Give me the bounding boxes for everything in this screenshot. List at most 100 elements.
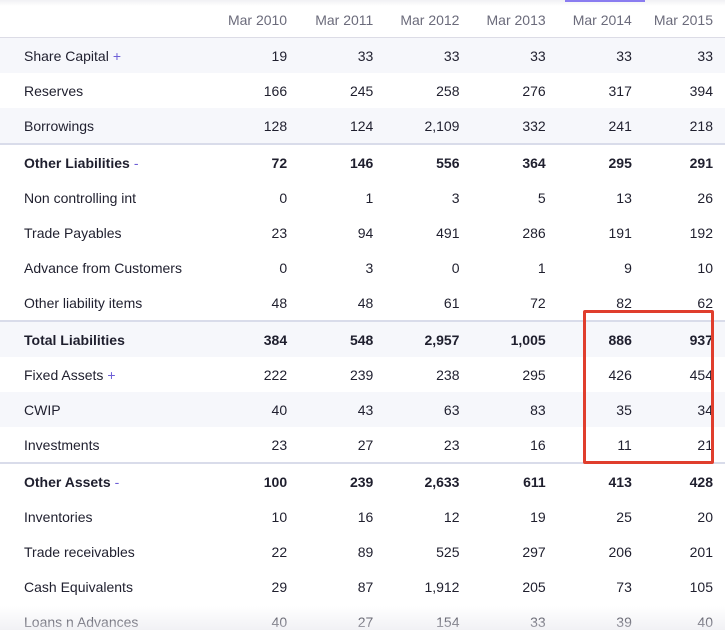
expand-toggle[interactable]: + bbox=[107, 366, 116, 383]
cell-value: 364 bbox=[471, 143, 558, 180]
row-label: Investments bbox=[24, 436, 100, 453]
cell-value: 276 bbox=[522, 82, 546, 99]
table-row-other-liability-items: Other liability items 48 48 61 72 82 62 bbox=[0, 285, 725, 321]
cell-value: 48 bbox=[357, 294, 374, 311]
cell-value: 9 bbox=[624, 259, 632, 276]
cell-value: 426 bbox=[608, 366, 632, 383]
row-label: CWIP bbox=[0, 392, 213, 427]
column-header[interactable]: Mar 2011 bbox=[299, 2, 386, 38]
cell-value: 19 bbox=[530, 508, 546, 525]
cell-value: 1 bbox=[365, 189, 374, 206]
cell-value: 33 bbox=[643, 37, 725, 73]
cell-value: 12 bbox=[443, 508, 460, 525]
row-label: Reserves bbox=[24, 82, 84, 99]
cell-value: 11 bbox=[617, 436, 632, 453]
table-row-share-capital: Share Capital + 19 33 33 33 33 33 bbox=[0, 37, 725, 73]
row-label-text: Other Liabilities bbox=[24, 154, 130, 171]
cell-value: 154 bbox=[436, 613, 460, 630]
active-column-indicator bbox=[565, 0, 645, 2]
cell-value: 206 bbox=[608, 543, 632, 560]
table-row-fixed-assets: Fixed Assets + 222 239 238 295 426 454 bbox=[0, 357, 725, 392]
cell-value: 394 bbox=[689, 82, 713, 99]
cell-value: 10 bbox=[271, 508, 288, 525]
column-header[interactable]: Mar 2012 bbox=[385, 2, 472, 38]
cell-value: 2,957 bbox=[385, 320, 472, 357]
cell-value: 87 bbox=[357, 578, 374, 595]
cell-value: 413 bbox=[557, 462, 644, 499]
table-row-borrowings: Borrowings 128 124 2,109 332 241 218 bbox=[0, 108, 725, 144]
cell-value: 33 bbox=[557, 37, 644, 73]
cell-value: 201 bbox=[689, 543, 713, 560]
cell-value: 23 bbox=[271, 224, 288, 241]
cell-value: 611 bbox=[471, 462, 558, 499]
cell-value: 297 bbox=[522, 543, 546, 560]
row-label: Other liability items bbox=[24, 294, 143, 311]
expand-toggle[interactable]: + bbox=[112, 47, 122, 64]
table-row-trade-receivables: Trade receivables 22 89 525 297 206 201 bbox=[0, 534, 725, 569]
cell-value: 33 bbox=[530, 613, 546, 630]
cell-value: 72 bbox=[212, 143, 300, 180]
cell-value: 73 bbox=[616, 578, 632, 595]
cell-value: 128 bbox=[212, 108, 300, 144]
cell-value: 40 bbox=[212, 392, 300, 427]
row-label: Cash Equivalents bbox=[24, 578, 133, 595]
cell-value: 238 bbox=[436, 366, 460, 383]
collapse-toggle[interactable]: - bbox=[133, 154, 139, 171]
cell-value: 105 bbox=[689, 578, 713, 595]
table-row-cash-equivalents: Cash Equivalents 29 87 1,912 205 73 105 bbox=[0, 569, 725, 604]
cell-value: 295 bbox=[557, 143, 644, 180]
cell-value: 40 bbox=[697, 613, 713, 630]
table-row-non-controlling-int: Non controlling int 0 1 3 5 13 26 bbox=[0, 180, 725, 215]
cell-value: 1,912 bbox=[424, 578, 460, 595]
collapse-toggle[interactable]: - bbox=[114, 473, 120, 490]
cell-value: 89 bbox=[357, 543, 374, 560]
cell-value: 63 bbox=[385, 392, 472, 427]
row-label: Non controlling int bbox=[24, 189, 137, 206]
cell-value: 5 bbox=[537, 189, 546, 206]
cell-value: 72 bbox=[530, 294, 546, 311]
cell-value: 291 bbox=[643, 143, 725, 180]
cell-value: 29 bbox=[271, 578, 288, 595]
cell-value: 258 bbox=[436, 82, 460, 99]
cell-value: 491 bbox=[436, 224, 460, 241]
cell-value: 20 bbox=[697, 508, 713, 525]
table-row-other-assets: Other Assets - 100 239 2,633 611 413 428 bbox=[0, 462, 725, 499]
cell-value: 16 bbox=[530, 436, 546, 453]
cell-value: 94 bbox=[357, 224, 374, 241]
column-header[interactable]: Mar 2013 bbox=[471, 2, 558, 38]
cell-value: 146 bbox=[299, 143, 386, 180]
row-label-text: Other Assets bbox=[24, 473, 111, 490]
row-label[interactable]: Other Assets - bbox=[0, 462, 213, 499]
cell-value: 3 bbox=[451, 189, 460, 206]
cell-value: 241 bbox=[557, 108, 644, 144]
row-label[interactable]: Share Capital + bbox=[0, 37, 213, 73]
table-row-cwip: CWIP 40 43 63 83 35 34 bbox=[0, 392, 725, 427]
header-label-cell bbox=[0, 2, 213, 38]
cell-value: 33 bbox=[385, 37, 472, 73]
table-row-loans-n-advances: Loans n Advances 40 27 154 33 39 40 bbox=[0, 604, 725, 639]
row-label: Trade Payables bbox=[24, 224, 122, 241]
cell-value: 43 bbox=[299, 392, 386, 427]
cell-value: 21 bbox=[697, 436, 713, 453]
column-header[interactable]: Mar 2014 bbox=[557, 2, 644, 38]
cell-value: 23 bbox=[443, 436, 460, 453]
cell-value: 286 bbox=[522, 224, 546, 241]
table-row-advance-from-customers: Advance from Customers 0 3 0 1 9 10 bbox=[0, 250, 725, 285]
cell-value: 48 bbox=[271, 294, 288, 311]
row-label[interactable]: Other Liabilities - bbox=[0, 143, 213, 180]
cell-value: 192 bbox=[689, 224, 713, 241]
cell-value: 27 bbox=[357, 436, 374, 453]
cell-value: 548 bbox=[299, 320, 386, 357]
table-row-other-liabilities: Other Liabilities - 72 146 556 364 295 29… bbox=[0, 143, 725, 180]
column-header[interactable]: Mar 2010 bbox=[212, 2, 300, 38]
cell-value: 525 bbox=[436, 543, 460, 560]
column-header[interactable]: Mar 2015 bbox=[643, 2, 725, 38]
cell-value: 23 bbox=[271, 436, 288, 453]
row-label[interactable]: Fixed Assets + bbox=[0, 357, 213, 392]
cell-value: 222 bbox=[263, 366, 288, 383]
cell-value: 19 bbox=[212, 37, 300, 73]
cell-value: 937 bbox=[643, 320, 725, 357]
cell-value: 33 bbox=[299, 37, 386, 73]
cell-value: 0 bbox=[279, 259, 288, 276]
cell-value: 239 bbox=[349, 366, 374, 383]
